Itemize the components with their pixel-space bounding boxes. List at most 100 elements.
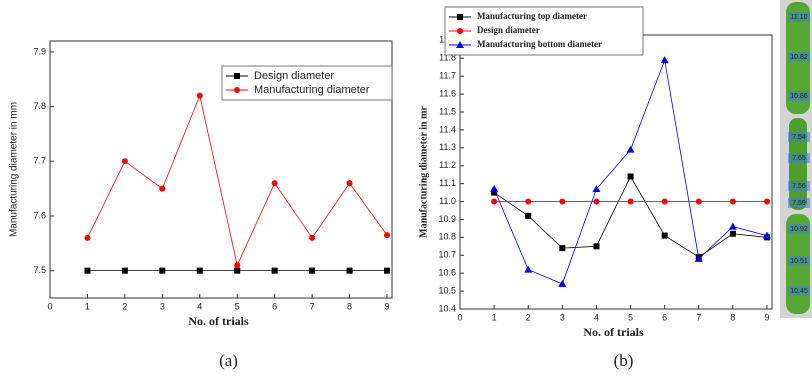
x-tick-label: 5 xyxy=(235,301,240,311)
marker xyxy=(558,280,566,287)
x-axis-title: No. of trials xyxy=(583,325,644,339)
marker xyxy=(84,235,90,241)
marker xyxy=(628,173,634,179)
x-tick-label: 9 xyxy=(764,312,769,322)
y-tick-label: 11.2 xyxy=(439,160,456,170)
model-label: 10.86 xyxy=(790,93,808,100)
x-tick-label: 0 xyxy=(457,312,462,322)
legend-label: Design diameter xyxy=(477,25,540,35)
x-tick-label: 7 xyxy=(696,312,701,322)
y-tick-label: 11.4 xyxy=(439,124,456,134)
x-tick-label: 6 xyxy=(662,312,667,322)
y-tick-label: 11.7 xyxy=(439,71,456,81)
y-tick-label: 11.1 xyxy=(439,178,456,188)
x-tick-label: 6 xyxy=(272,301,277,311)
x-tick-label: 3 xyxy=(160,301,165,311)
model-label: 11.10 xyxy=(791,14,808,21)
figure: 7.5 7.6 7.7 7.8 7.9 0 1 2 3 4 5 6 7 8 9 No. of trials Ma… xyxy=(0,0,812,381)
series-line xyxy=(494,60,767,284)
x-tick-label: 5 xyxy=(628,312,633,322)
y-tick-label: 11.3 xyxy=(439,142,456,152)
marker xyxy=(696,199,702,205)
x-tick-label: 4 xyxy=(197,301,202,311)
marker xyxy=(661,56,669,63)
model-label: 7.54 xyxy=(792,134,806,141)
marker xyxy=(234,73,240,79)
marker xyxy=(272,180,278,186)
y-tick-label: 10.7 xyxy=(438,250,456,260)
marker xyxy=(234,262,240,268)
y-tick-label: 10.6 xyxy=(438,268,456,278)
y-tick-label: 10.9 xyxy=(438,214,456,224)
x-tick-label: 0 xyxy=(47,301,52,311)
model-label: 10.51 xyxy=(790,258,808,265)
y-tick-label: 10.4 xyxy=(438,303,456,313)
marker xyxy=(593,243,599,249)
marker xyxy=(159,268,165,274)
y-tick-label: 7.5 xyxy=(33,265,46,275)
marker xyxy=(764,199,770,205)
x-tick-label: 3 xyxy=(560,312,565,322)
marker xyxy=(730,231,736,237)
marker xyxy=(197,268,203,274)
x-tick-label: 1 xyxy=(85,301,90,311)
marker xyxy=(525,213,531,219)
marker xyxy=(122,268,128,274)
y-tick-label: 7.9 xyxy=(33,46,46,56)
marker xyxy=(457,14,463,20)
marker xyxy=(347,268,353,274)
marker xyxy=(309,235,315,241)
x-tick-label: 8 xyxy=(347,301,352,311)
model-label: 7.56 xyxy=(792,183,806,190)
marker xyxy=(491,199,497,205)
x-axis-title: No. of trials xyxy=(188,314,249,328)
legend-label: Manufacturing top diameter xyxy=(477,11,587,21)
y-tick-label: 7.7 xyxy=(33,156,46,166)
legend-label: Manufacturing bottom diameter xyxy=(477,39,602,49)
y-tick-label: 11.5 xyxy=(439,106,456,116)
series-line xyxy=(87,96,387,266)
x-tick-label: 7 xyxy=(310,301,315,311)
marker xyxy=(662,233,668,239)
y-tick-label: 7.6 xyxy=(33,210,46,220)
marker xyxy=(272,268,278,274)
marker xyxy=(524,266,532,273)
model-label: 10.82 xyxy=(790,54,808,61)
marker xyxy=(234,268,240,274)
marker xyxy=(525,199,531,205)
marker xyxy=(729,223,737,230)
model-label: 7.65 xyxy=(792,155,806,162)
marker xyxy=(159,186,165,192)
marker xyxy=(457,28,463,34)
marker xyxy=(347,180,353,186)
y-tick-label: 7.8 xyxy=(33,101,46,111)
x-tick-label: 8 xyxy=(730,312,735,322)
model-label: 7.59 xyxy=(792,200,806,207)
y-tick-label: 11.0 xyxy=(439,196,456,206)
marker xyxy=(593,199,599,205)
marker xyxy=(84,268,90,274)
y-tick-label: 11.6 xyxy=(439,88,456,98)
caption: (b) xyxy=(614,351,634,370)
y-tick-label: 10.5 xyxy=(438,285,456,295)
marker xyxy=(627,146,635,153)
legend-label: Design diameter xyxy=(254,70,334,82)
x-tick-label: 9 xyxy=(384,301,389,311)
marker xyxy=(662,199,668,205)
marker xyxy=(197,93,203,99)
marker xyxy=(234,87,240,93)
marker xyxy=(628,199,634,205)
caption: (a) xyxy=(219,351,238,370)
model-label: 10.92 xyxy=(790,226,808,233)
legend-label: Manufacturing diameter xyxy=(254,84,370,96)
marker xyxy=(730,199,736,205)
x-tick-label: 1 xyxy=(492,312,497,322)
marker xyxy=(384,268,390,274)
marker xyxy=(559,245,565,251)
marker xyxy=(559,199,565,205)
model-label: 10.45 xyxy=(790,288,808,295)
marker xyxy=(384,232,390,238)
plot-frame xyxy=(460,35,772,309)
x-tick-label: 2 xyxy=(122,301,127,311)
series-line xyxy=(494,176,767,257)
